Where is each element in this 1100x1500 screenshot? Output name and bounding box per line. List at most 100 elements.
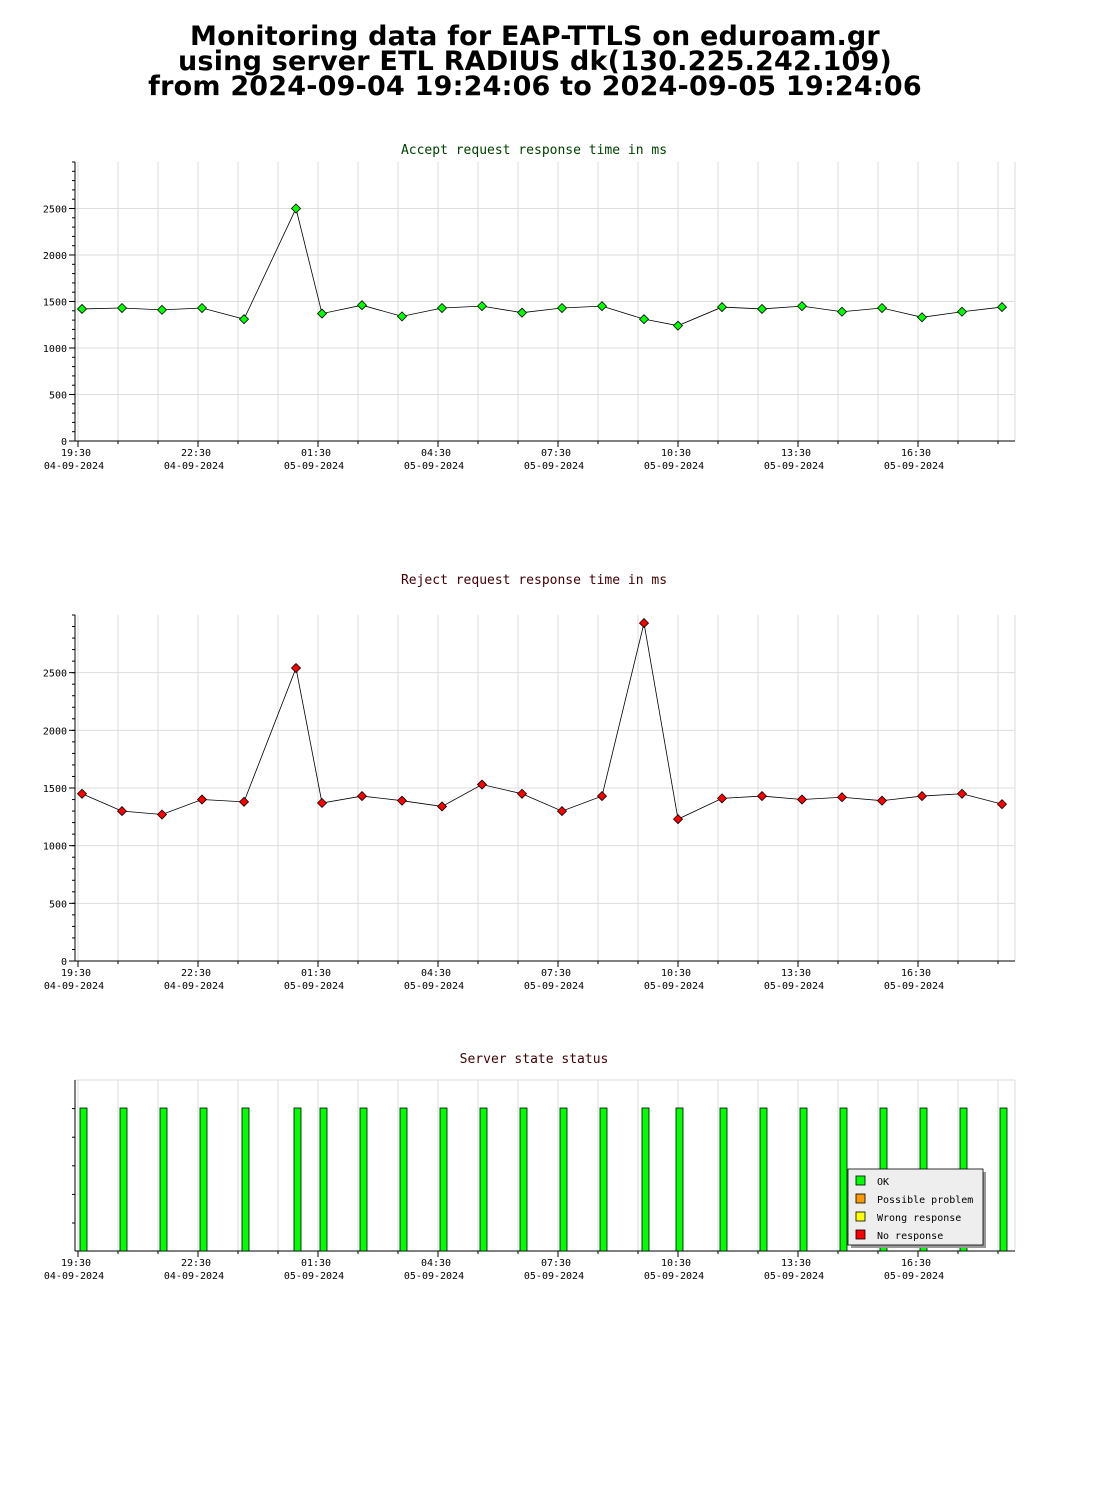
- status-bar: [319, 1107, 328, 1252]
- status-bar: [119, 1107, 128, 1252]
- data-point: [396, 795, 408, 806]
- status-bar: [759, 1107, 768, 1252]
- data-point: [156, 809, 168, 820]
- data-point: [672, 814, 684, 825]
- x-tick-label-time: 07:30: [541, 968, 571, 979]
- x-tick-label-date: 05-09-2024: [644, 981, 704, 992]
- status-bar: [399, 1107, 408, 1252]
- status-bar: [599, 1107, 608, 1252]
- x-tick-label-date: 05-09-2024: [884, 1271, 944, 1282]
- data-point: [956, 306, 968, 317]
- data-point: [76, 788, 88, 799]
- data-point: [436, 302, 448, 314]
- data-point: [956, 788, 968, 799]
- data-point: [916, 791, 928, 802]
- legend-label: Wrong response: [877, 1213, 961, 1224]
- data-point: [516, 307, 528, 318]
- x-tick-label-date: 05-09-2024: [764, 461, 824, 472]
- data-point: [996, 302, 1008, 313]
- x-tick-label-time: 19:30: [61, 1258, 91, 1269]
- status-bar: [439, 1107, 448, 1252]
- x-tick-label-date: 05-09-2024: [884, 461, 944, 472]
- status-bar: [519, 1107, 528, 1252]
- data-point: [196, 302, 208, 314]
- x-tick-label-time: 16:30: [901, 968, 931, 979]
- x-tick-label-date: 05-09-2024: [524, 461, 584, 472]
- x-tick-label-date: 04-09-2024: [164, 461, 224, 472]
- data-point: [316, 797, 328, 809]
- data-point: [596, 791, 608, 802]
- status-bar: [79, 1107, 88, 1252]
- x-tick-label-time: 16:30: [901, 1258, 931, 1269]
- reject-response-chart: Reject request response time in ms 0 500 10…: [43, 573, 1016, 992]
- status-bar: [675, 1107, 684, 1252]
- data-point: [316, 308, 328, 319]
- data-point: [876, 795, 888, 806]
- data-point: [638, 314, 650, 325]
- legend-swatch: [855, 1175, 866, 1186]
- x-tick-label-date: 05-09-2024: [284, 461, 344, 472]
- data-point: [916, 312, 928, 323]
- x-tick-label-date: 05-09-2024: [644, 461, 704, 472]
- data-point: [756, 791, 768, 802]
- data-point: [876, 302, 888, 314]
- x-tick-label-time: 13:30: [781, 968, 811, 979]
- x-tick-label-date: 05-09-2024: [524, 981, 584, 992]
- status-bar: [159, 1107, 168, 1252]
- y-tick-label: 500: [49, 391, 67, 402]
- data-point: [516, 788, 528, 799]
- x-tick-label-date: 05-09-2024: [524, 1271, 584, 1282]
- data-point: [556, 806, 568, 817]
- y-tick-label: 2500: [43, 669, 67, 680]
- server-state-chart: Server state status 19:30 04-09-2024 22:30 0…: [44, 1052, 1016, 1282]
- x-tick-label-time: 19:30: [61, 448, 91, 459]
- x-tick-label-date: 05-09-2024: [404, 1271, 464, 1282]
- status-bar: [199, 1107, 208, 1252]
- data-point: [716, 793, 728, 804]
- status-bar: [559, 1107, 568, 1252]
- data-point: [638, 618, 650, 629]
- legend-label: No response: [877, 1231, 943, 1242]
- status-bar: [293, 1107, 302, 1252]
- status-bar: [479, 1107, 488, 1252]
- x-tick-label-time: 10:30: [661, 968, 691, 979]
- title-line-1: Monitoring data for EAP-TTLS on eduroam.…: [190, 21, 880, 52]
- data-point: [556, 302, 568, 314]
- x-tick-label-time: 01:30: [301, 1258, 331, 1269]
- x-tick-label-date: 04-09-2024: [44, 1271, 104, 1282]
- y-tick-label: 2500: [43, 205, 67, 216]
- x-tick-label-date: 05-09-2024: [644, 1271, 704, 1282]
- x-tick-label-time: 22:30: [181, 1258, 211, 1269]
- x-tick-label-time: 10:30: [661, 1258, 691, 1269]
- x-tick-label-date: 05-09-2024: [764, 1271, 824, 1282]
- y-tick-label: 1500: [43, 298, 67, 309]
- status-bar: [719, 1107, 728, 1252]
- x-tick-label-date: 05-09-2024: [404, 461, 464, 472]
- x-tick-label-date: 04-09-2024: [44, 981, 104, 992]
- x-tick-label-time: 13:30: [781, 448, 811, 459]
- data-point: [756, 303, 768, 315]
- legend-swatch: [855, 1211, 866, 1222]
- data-point: [238, 796, 250, 807]
- data-point: [76, 303, 88, 315]
- data-point: [156, 304, 168, 315]
- status-bar: [999, 1107, 1008, 1252]
- x-tick-label-time: 07:30: [541, 448, 571, 459]
- data-point: [196, 794, 208, 805]
- status-bar: [641, 1107, 650, 1252]
- data-point: [476, 779, 488, 790]
- series-line: [81, 622, 1003, 820]
- x-tick-label-time: 07:30: [541, 1258, 571, 1269]
- x-tick-label-date: 05-09-2024: [764, 981, 824, 992]
- x-tick-label-date: 05-09-2024: [284, 981, 344, 992]
- data-point: [476, 301, 488, 312]
- data-point: [356, 300, 368, 311]
- y-tick-label: 0: [61, 437, 67, 448]
- x-tick-label-date: 04-09-2024: [164, 1271, 224, 1282]
- status-bar: [799, 1107, 808, 1252]
- legend-label: Possible problem: [877, 1195, 973, 1206]
- status-bar: [241, 1107, 250, 1252]
- x-tick-label-date: 05-09-2024: [404, 981, 464, 992]
- x-tick-label-time: 16:30: [901, 448, 931, 459]
- x-tick-label-date: 04-09-2024: [164, 981, 224, 992]
